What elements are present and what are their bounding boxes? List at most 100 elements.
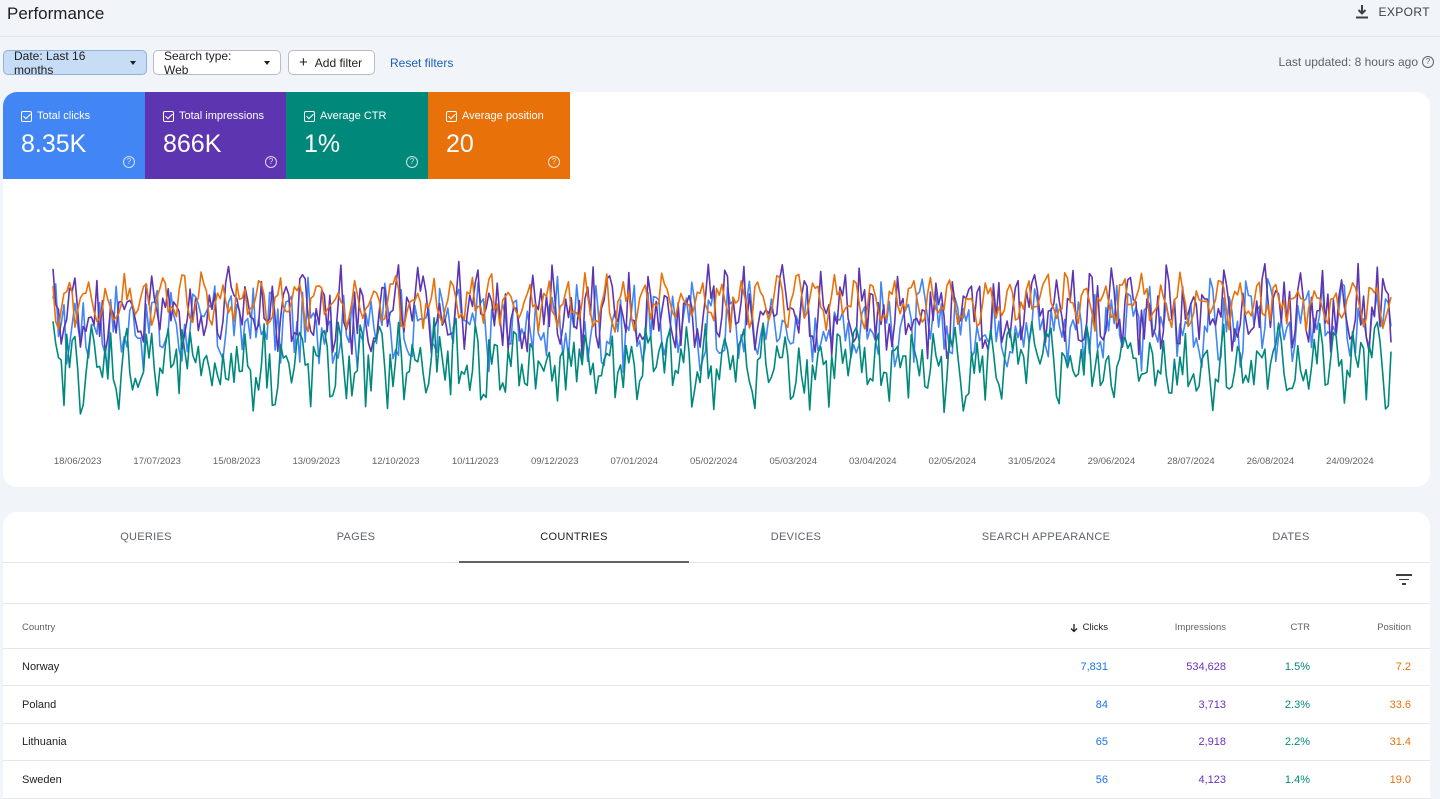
tab-dates[interactable]: DATES: [1272, 531, 1310, 543]
column-header-impressions[interactable]: Impressions: [1174, 622, 1226, 633]
reset-filters-link[interactable]: Reset filters: [390, 56, 454, 70]
checkbox-icon[interactable]: [21, 110, 32, 122]
table-row[interactable]: Norway 7,831 534,628 1.5% 7.2: [3, 649, 1430, 686]
metric-label: Average CTR: [320, 110, 387, 122]
table-row[interactable]: Poland 84 3,713 2.3% 33.6: [3, 687, 1430, 724]
help-icon[interactable]: ?: [1422, 56, 1434, 68]
cell-country: Norway: [22, 661, 60, 673]
metric-total-clicks[interactable]: Total clicks 8.35K ?: [3, 92, 145, 179]
metric-label: Total impressions: [179, 110, 264, 122]
cell-clicks: 65: [1095, 736, 1108, 748]
tab-countries[interactable]: COUNTRIES: [459, 512, 689, 563]
sort-down-arrow-icon: [1070, 623, 1078, 632]
metric-value: 866K: [163, 130, 222, 158]
cell-ctr: 2.2%: [1284, 736, 1310, 748]
cell-country: Lithuania: [22, 736, 67, 748]
cell-impressions: 2,918: [1198, 736, 1226, 748]
dropdown-caret-icon: [130, 60, 136, 65]
x-tick-label: 15/08/2023: [213, 456, 261, 467]
chart-x-axis: 18/06/2023 17/07/2023 15/08/2023 13/09/2023…: [54, 456, 1374, 467]
tab-devices[interactable]: DEVICES: [770, 531, 822, 543]
x-tick-label: 17/07/2023: [133, 456, 181, 467]
cell-clicks: 84: [1095, 699, 1108, 711]
x-tick-label: 05/03/2024: [770, 456, 818, 467]
x-tick-label: 05/02/2024: [690, 456, 738, 467]
checkbox-icon[interactable]: [304, 110, 315, 122]
cell-country: Sweden: [22, 774, 62, 786]
checkbox-icon[interactable]: [163, 110, 174, 122]
chart-series-layer: [52, 260, 1392, 415]
tab-queries[interactable]: QUERIES: [120, 531, 172, 543]
last-updated-text: Last updated: 8 hours ago: [1278, 55, 1418, 69]
cell-impressions: 3,713: [1198, 699, 1226, 711]
x-tick-label: 26/08/2024: [1247, 456, 1295, 467]
metric-value: 8.35K: [21, 130, 87, 158]
export-button[interactable]: EXPORT: [1354, 4, 1430, 20]
cell-impressions: 534,628: [1186, 661, 1226, 673]
cell-country: Poland: [22, 699, 57, 711]
search-type-chip[interactable]: Search type: Web: [153, 48, 281, 77]
export-label: EXPORT: [1378, 5, 1430, 19]
help-icon[interactable]: ?: [265, 156, 277, 168]
cell-ctr: 2.3%: [1284, 699, 1310, 711]
x-tick-label: 13/09/2023: [292, 456, 340, 467]
dropdown-caret-icon: [264, 60, 270, 65]
metric-label: Total clicks: [37, 110, 91, 122]
cell-ctr: 1.4%: [1284, 774, 1310, 786]
cell-impressions: 4,123: [1198, 774, 1226, 786]
x-tick-label: 09/12/2023: [531, 456, 579, 467]
x-tick-label: 10/11/2023: [452, 456, 499, 467]
performance-chart-card: Total clicks 8.35K ? Total impressions 8…: [3, 92, 1430, 487]
metric-average-position[interactable]: Average position 20 ?: [428, 92, 570, 179]
series-line-average-ctr: [52, 317, 1392, 415]
cell-ctr: 1.5%: [1284, 661, 1310, 673]
dimension-tabs: QUERIES PAGES COUNTRIES DEVICES SEARCH A…: [3, 512, 1430, 563]
column-header-position[interactable]: Position: [1377, 622, 1411, 633]
search-type-label: Search type: Web: [164, 48, 232, 77]
top-bar: Performance EXPORT: [0, 0, 1440, 37]
metric-label: Average position: [462, 110, 544, 122]
x-tick-label: 24/09/2024: [1326, 456, 1374, 467]
help-icon[interactable]: ?: [123, 156, 135, 168]
checkbox-icon[interactable]: [446, 110, 457, 122]
table-header: Country Clicks Impressions CTR Position: [3, 603, 1430, 649]
column-header-ctr[interactable]: CTR: [1290, 622, 1310, 633]
series-line-total-impressions: [52, 260, 1392, 360]
table-filter-icon[interactable]: [1396, 574, 1412, 586]
add-filter-label: Add filter: [314, 55, 363, 70]
column-header-clicks[interactable]: Clicks: [1069, 622, 1108, 633]
x-tick-label: 31/05/2024: [1008, 456, 1056, 467]
x-tick-label: 28/07/2024: [1167, 456, 1215, 467]
performance-line-chart[interactable]: 18/06/2023 17/07/2023 15/08/2023 13/09/2023…: [3, 222, 1430, 472]
cell-position: 7.2: [1395, 661, 1411, 673]
cell-position: 19.0: [1389, 774, 1411, 786]
last-updated: Last updated: 8 hours ago ?: [1279, 55, 1434, 69]
metric-value: 1%: [304, 130, 341, 158]
tab-search-appearance[interactable]: SEARCH APPEARANCE: [981, 531, 1111, 543]
series-line-average-position: [52, 271, 1392, 333]
x-tick-label: 29/06/2024: [1088, 456, 1136, 467]
cell-position: 31.4: [1389, 736, 1411, 748]
metric-value: 20: [446, 130, 474, 158]
table-row[interactable]: Lithuania 65 2,918 2.2% 31.4: [3, 724, 1430, 761]
page-title: Performance: [7, 4, 105, 23]
cell-clicks: 7,831: [1080, 661, 1108, 673]
tab-pages[interactable]: PAGES: [336, 531, 376, 543]
date-filter-label: Date: Last 16 months: [14, 48, 86, 77]
metric-total-impressions[interactable]: Total impressions 866K ?: [145, 92, 287, 179]
cell-clicks: 56: [1095, 774, 1108, 786]
download-icon: [1356, 5, 1369, 19]
x-tick-label: 03/04/2024: [849, 456, 897, 467]
x-tick-label: 02/05/2024: [929, 456, 977, 467]
column-header-country[interactable]: Country: [22, 622, 56, 633]
x-tick-label: 07/01/2024: [610, 456, 658, 467]
help-icon[interactable]: ?: [406, 156, 418, 168]
help-icon[interactable]: ?: [548, 156, 560, 168]
date-filter-chip[interactable]: Date: Last 16 months: [3, 48, 147, 77]
x-tick-label: 18/06/2023: [54, 456, 102, 467]
table-row[interactable]: Sweden 56 4,123 1.4% 19.0: [3, 762, 1430, 799]
x-tick-label: 12/10/2023: [372, 456, 420, 467]
metric-average-ctr[interactable]: Average CTR 1% ?: [286, 92, 428, 179]
add-filter-button[interactable]: + Add filter: [288, 50, 375, 75]
cell-position: 33.6: [1389, 699, 1411, 711]
